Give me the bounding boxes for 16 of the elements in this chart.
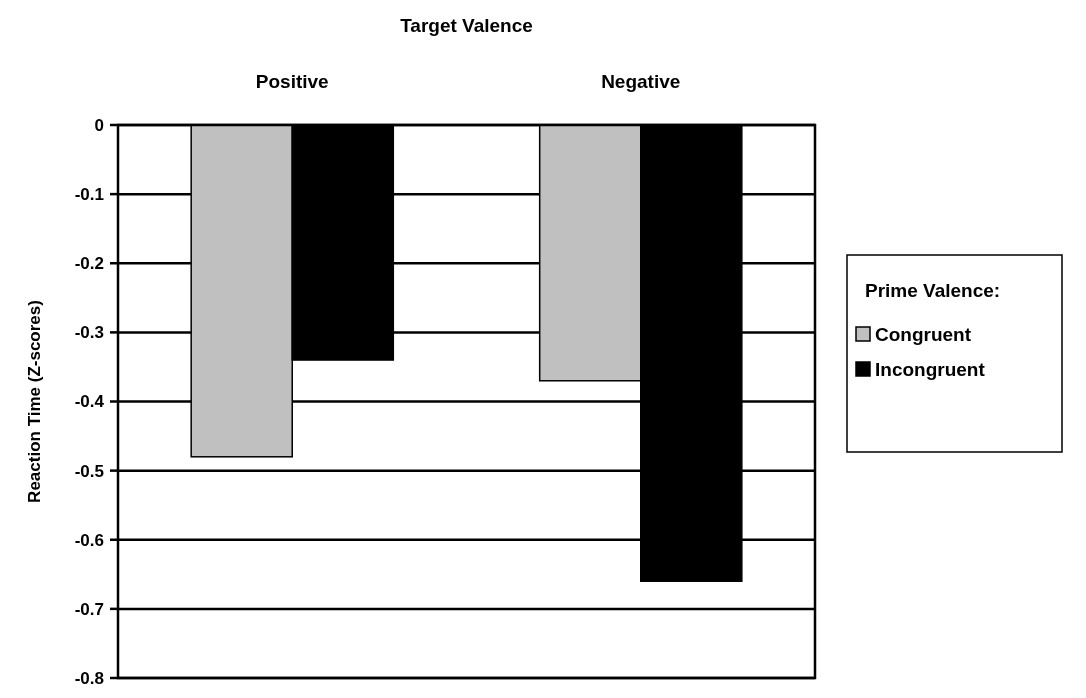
- x-tick-label: Positive: [255, 71, 329, 92]
- legend-label: Incongruent: [875, 358, 986, 380]
- y-tick-label: -0.6: [74, 530, 104, 550]
- legend-label: Congruent: [875, 323, 972, 345]
- y-tick-label: 0: [94, 115, 104, 135]
- y-tick-label: -0.7: [74, 599, 104, 619]
- y-axis-title: Reaction Time (Z-scores): [25, 300, 44, 503]
- y-tick-label: -0.2: [74, 254, 104, 274]
- chart-title: Target Valence: [400, 15, 533, 36]
- y-tick-label: -0.1: [74, 185, 104, 205]
- y-tick-label: -0.3: [74, 323, 104, 343]
- y-tick-label: -0.5: [74, 461, 104, 481]
- legend-title: Prime Valence:: [865, 280, 1001, 301]
- y-tick-label: -0.4: [74, 392, 105, 412]
- y-tick-label: -0.8: [74, 668, 104, 688]
- x-tick-label: Negative: [601, 71, 681, 92]
